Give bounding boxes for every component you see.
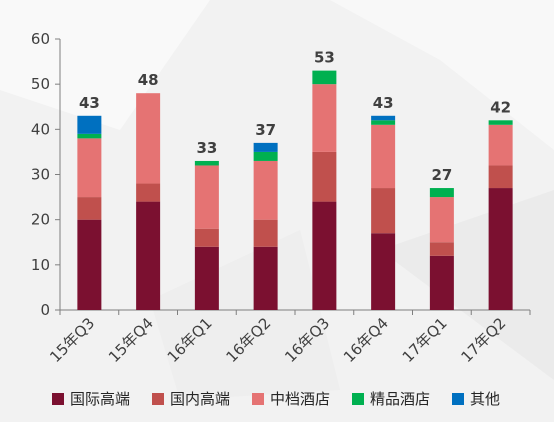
legend-label: 中档酒店 [270,390,330,408]
total-label: 43 [373,94,394,112]
bar-segment [429,242,454,256]
bar-segment [371,124,396,189]
bar-segment [429,197,454,243]
bar-segment [77,115,102,134]
total-label: 53 [314,49,335,67]
bar-segment [253,160,278,220]
legend-swatch [52,393,64,405]
total-label: 37 [255,121,276,139]
bg-facet [330,0,554,150]
y-tick-label: 60 [31,30,50,48]
bar-segment [253,142,278,152]
bar-segment [371,188,396,234]
bar-segment [312,151,337,202]
y-tick-label: 30 [31,166,50,184]
bar-segment [488,124,513,166]
y-tick-label: 10 [31,256,50,274]
bar-segment [312,84,337,152]
legend-label: 国内高端 [170,390,230,408]
bar-segment [371,115,396,121]
bar-segment [77,197,102,220]
total-label: 43 [79,94,100,112]
legend-swatch [252,393,264,405]
bar-segment [77,133,102,139]
bar-segment [488,188,513,310]
bg-facet [150,230,340,400]
legend-label: 其他 [470,390,500,408]
bar-segment [77,138,102,198]
legend-label: 国际高端 [70,390,130,408]
bar-segment [312,70,337,85]
total-label: 42 [490,98,511,116]
total-label: 48 [138,71,159,89]
bar-segment [194,246,219,310]
bar-segment [136,183,161,202]
x-tick-label: 16年Q4 [340,314,392,366]
bar-segment [312,201,337,310]
y-tick-label: 20 [31,211,50,229]
y-tick-label: 50 [31,75,50,93]
bar-segment [194,228,219,247]
total-label: 27 [431,166,452,184]
total-label: 33 [196,139,217,157]
x-tick-label: 15年Q3 [46,314,98,366]
legend-label: 精品酒店 [370,390,430,408]
bar-segment [194,165,219,229]
bar-segment [429,188,454,198]
bar-segment [488,165,513,189]
bar-segment [253,151,278,161]
bars [77,70,513,310]
x-tick-label: 15年Q4 [105,314,157,366]
legend-swatch [352,393,364,405]
bar-segment [488,120,513,125]
bar-segment [253,219,278,247]
bar-segment [371,233,396,310]
y-tick-label: 0 [40,301,50,319]
legend-swatch [152,393,164,405]
bar-segment [194,160,219,166]
legend-swatch [452,393,464,405]
y-tick-label: 40 [31,120,50,138]
bar-segment [136,93,161,184]
legend: 国际高端 国内高端 中档酒店 精品酒店 其他 [52,390,500,408]
bar-segment [77,219,102,310]
bar-segment [253,246,278,310]
bar-segment [136,201,161,310]
x-tick-label: 17年Q1 [399,314,451,366]
bar-segment [429,255,454,310]
bar-segment [371,120,396,125]
bg-facet [0,0,210,130]
